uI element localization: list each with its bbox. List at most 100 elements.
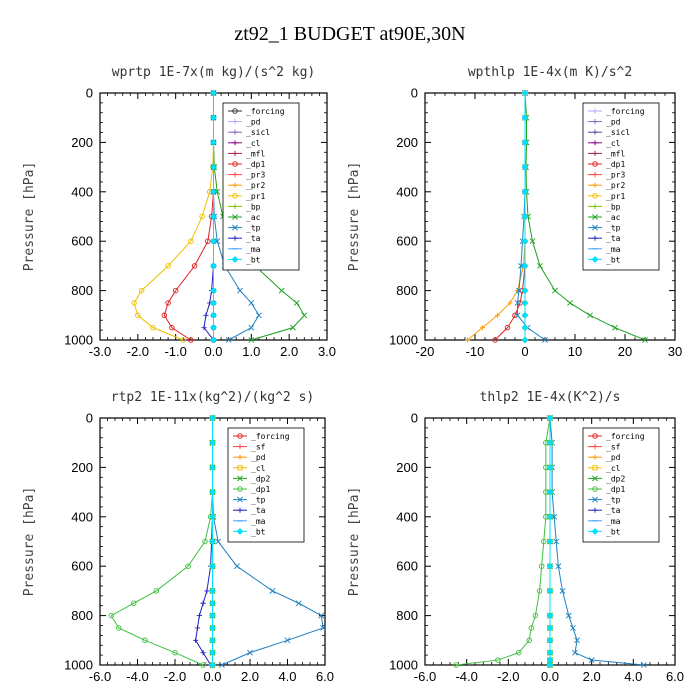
data-point (546, 513, 554, 521)
data-point (210, 89, 217, 97)
legend-marker (232, 150, 238, 156)
data-point (210, 163, 217, 171)
legend-label: _sicl (246, 128, 270, 137)
series-line (133, 93, 214, 341)
legend-label: _bt (251, 527, 266, 536)
data-point (546, 439, 554, 447)
data-point (528, 625, 535, 631)
y-tick-label: 0 (411, 411, 418, 426)
legend-label: _pr3 (246, 171, 265, 180)
y-tick-label: 800 (71, 283, 93, 298)
legend-label: _dp1 (606, 485, 625, 494)
x-tick-label: -4.0 (126, 669, 148, 684)
data-point (521, 299, 529, 307)
legend-marker (237, 444, 243, 450)
data-point (514, 300, 521, 306)
chart-panel-3: rtp2 1E-11x(kg^2)/(kg^2 s) Pressure [hPa]… (22, 390, 334, 684)
y-axis-label: Pressure [hPa] (347, 162, 362, 272)
legend-marker (232, 224, 238, 231)
x-tick-label: 6.0 (666, 669, 684, 684)
legend-label: _cl (251, 464, 266, 473)
x-tick-label: 30 (668, 344, 682, 359)
legend-label: _ac (606, 213, 621, 222)
data-point (529, 238, 536, 245)
legend-label: _dp2 (606, 474, 625, 483)
data-point (521, 324, 529, 332)
data-point (135, 312, 141, 319)
legend-marker (592, 214, 598, 220)
x-tick-label: -2.0 (164, 669, 186, 684)
data-point (191, 263, 198, 269)
legend-label: _ma (251, 517, 266, 526)
data-point (318, 612, 325, 619)
series-bt (546, 414, 554, 669)
data-point (165, 300, 171, 306)
legend-label: _forcing (251, 432, 290, 441)
data-point (479, 325, 486, 331)
data-point (233, 563, 240, 570)
data-point (542, 337, 548, 343)
data-point (172, 649, 178, 656)
y-tick-label: 600 (396, 234, 418, 249)
legend: _forcing _sf_pd _cl_dp2 _dp1 _tp_ta _ma_bt (582, 427, 660, 543)
y-tick-label: 600 (396, 559, 418, 574)
legend-label: _tp (606, 224, 621, 233)
legend-marker (592, 161, 598, 167)
legend-marker (232, 172, 238, 178)
y-tick-label: 400 (396, 184, 418, 199)
data-point (521, 336, 529, 344)
data-point (193, 637, 199, 643)
data-point (108, 612, 114, 619)
legend-marker (592, 496, 598, 503)
data-point (546, 624, 554, 632)
legend-label: _ma (246, 245, 261, 254)
panel-title: wpthlp 1E-4x(m K)/s^2 (468, 65, 632, 80)
data-point (150, 324, 156, 331)
legend-label: _bt (606, 527, 621, 536)
data-point (180, 337, 186, 343)
legend-marker (232, 140, 238, 146)
legend-label: _dp1 (246, 160, 265, 169)
y-tick-label: 1000 (64, 333, 93, 348)
legend-marker (592, 150, 598, 156)
data-point (538, 563, 545, 569)
data-point (169, 324, 175, 331)
data-point (521, 188, 529, 196)
x-tick-label: -1.0 (164, 344, 186, 359)
legend-marker (232, 182, 238, 188)
figure-title: zt92_1 BUDGET at90E,30N (234, 23, 465, 45)
y-tick-label: 1000 (64, 658, 93, 673)
data-point (210, 213, 217, 220)
legend-marker (592, 224, 598, 231)
data-point (521, 287, 529, 295)
legend-marker (232, 129, 238, 135)
chart-panel-4: thlp2 1E-4x(K^2)/s Pressure [hPa] -6.0 -4.0… (347, 390, 684, 684)
legend-label: _ma (606, 245, 621, 254)
legend-label: _ta (246, 234, 261, 243)
y-axis-label: Pressure [hPa] (22, 487, 37, 597)
data-point (210, 262, 217, 270)
data-point (248, 300, 255, 306)
data-point (210, 114, 217, 122)
legend-label: _bt (246, 255, 261, 264)
panel-title: thlp2 1E-4x(K^2)/s (480, 390, 621, 405)
data-point (209, 562, 216, 570)
data-point (546, 612, 554, 620)
legend-label: _mfl (606, 149, 625, 158)
data-point (209, 463, 216, 471)
series-line (549, 417, 644, 666)
legend: _forcing_pd_sicl_cl_mfl_dp1_pr3_pr2_pr1_… (582, 102, 660, 271)
y-tick-label: 800 (396, 608, 418, 623)
legend: _forcing_pd_sicl_cl_mfl_dp1_pr3_pr2_pr1_… (222, 102, 300, 271)
data-point (209, 538, 216, 545)
legend-marker (232, 214, 238, 220)
x-tick-label: -6.0 (89, 669, 111, 684)
legend-marker (592, 119, 598, 125)
data-point (546, 463, 554, 471)
data-point (210, 188, 217, 196)
data-point (537, 262, 543, 269)
legend-marker (231, 255, 239, 263)
data-point (293, 300, 300, 306)
legend-label: _pd (606, 118, 621, 127)
legend-label: _cl (606, 464, 621, 473)
